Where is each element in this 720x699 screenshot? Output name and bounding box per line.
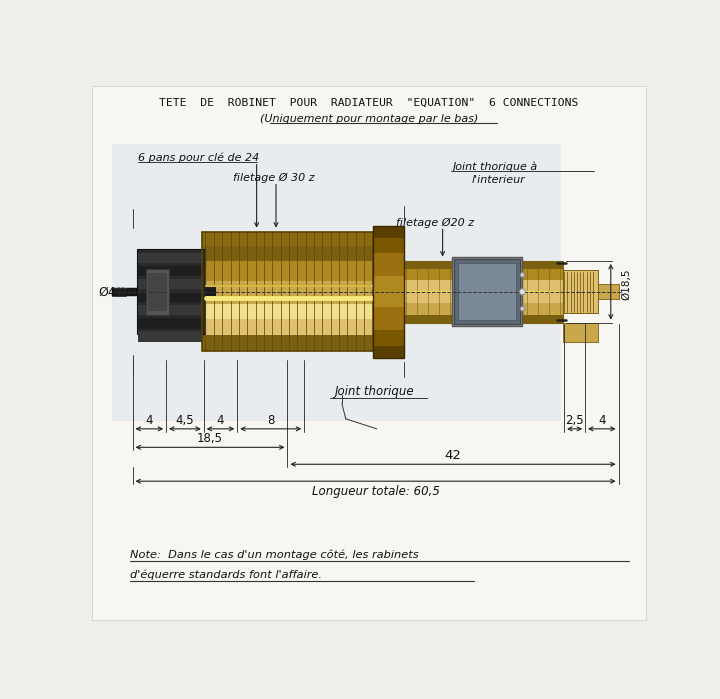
Bar	[145, 268, 169, 315]
Bar	[404, 315, 563, 322]
Ellipse shape	[520, 273, 525, 277]
Bar	[373, 331, 404, 346]
Bar	[138, 331, 203, 342]
Text: (Uniquement pour montage par le bas): (Uniquement pour montage par le bas)	[260, 115, 478, 124]
Text: filetage Ø 30 z: filetage Ø 30 z	[233, 173, 315, 183]
Text: 4: 4	[217, 414, 224, 427]
Text: Longueur totale: 60,5: Longueur totale: 60,5	[312, 486, 439, 498]
Bar	[452, 257, 523, 326]
Bar	[404, 261, 563, 322]
Bar	[138, 252, 203, 263]
Bar	[458, 264, 516, 320]
Ellipse shape	[519, 289, 526, 295]
Text: Joint thorique: Joint thorique	[336, 385, 415, 398]
Bar	[202, 232, 392, 352]
Text: Joint thorique à: Joint thorique à	[453, 161, 538, 172]
Bar	[202, 280, 392, 303]
Text: d'équerre standards font l'affaire.: d'équerre standards font l'affaire.	[130, 570, 323, 580]
Bar	[373, 226, 404, 238]
Text: 4,5: 4,5	[176, 414, 194, 427]
Bar	[202, 319, 392, 335]
Bar	[373, 307, 404, 331]
Bar	[373, 346, 404, 358]
Text: 2,5: 2,5	[565, 414, 584, 427]
Bar	[404, 303, 563, 315]
Bar	[373, 253, 404, 276]
Bar	[404, 261, 563, 322]
Text: 6 pans pour clé de 24: 6 pans pour clé de 24	[138, 152, 259, 163]
Bar	[202, 303, 392, 319]
Bar	[373, 226, 404, 358]
Bar	[148, 273, 167, 311]
Bar	[204, 287, 216, 296]
Text: 42: 42	[444, 449, 462, 462]
Bar	[404, 280, 563, 303]
Bar	[137, 250, 204, 334]
Bar	[112, 144, 561, 421]
Text: TETE  DE  ROBINET  POUR  RADIATEUR  "EQUATION"  6 CONNECTIONS: TETE DE ROBINET POUR RADIATEUR "EQUATION…	[159, 97, 579, 108]
Bar	[563, 322, 598, 342]
Bar	[138, 318, 203, 329]
Text: 4: 4	[145, 414, 153, 427]
Text: Note:  Dans le cas d'un montage côté, les rabinets: Note: Dans le cas d'un montage côté, les…	[130, 550, 419, 561]
Text: filetage Ø20 z: filetage Ø20 z	[396, 217, 474, 228]
Bar	[202, 232, 392, 246]
Bar	[202, 261, 392, 280]
Text: Ø4: Ø4	[98, 285, 116, 298]
Text: 18,5: 18,5	[197, 433, 223, 445]
Bar	[138, 305, 203, 315]
Bar	[454, 259, 520, 324]
Text: 8: 8	[267, 414, 274, 427]
Text: Ø18,5: Ø18,5	[621, 268, 631, 300]
Ellipse shape	[520, 306, 525, 311]
Bar	[202, 246, 392, 261]
Bar	[563, 271, 598, 313]
Bar	[373, 276, 404, 307]
Bar	[138, 279, 203, 289]
Bar	[404, 261, 563, 268]
Bar	[598, 284, 618, 299]
Text: l'interieur: l'interieur	[472, 175, 525, 185]
Bar	[112, 288, 137, 296]
Text: 4: 4	[598, 414, 606, 427]
Bar	[202, 335, 392, 352]
Bar	[138, 266, 203, 276]
Bar	[404, 268, 563, 280]
Bar	[373, 238, 404, 253]
Bar	[138, 291, 203, 303]
